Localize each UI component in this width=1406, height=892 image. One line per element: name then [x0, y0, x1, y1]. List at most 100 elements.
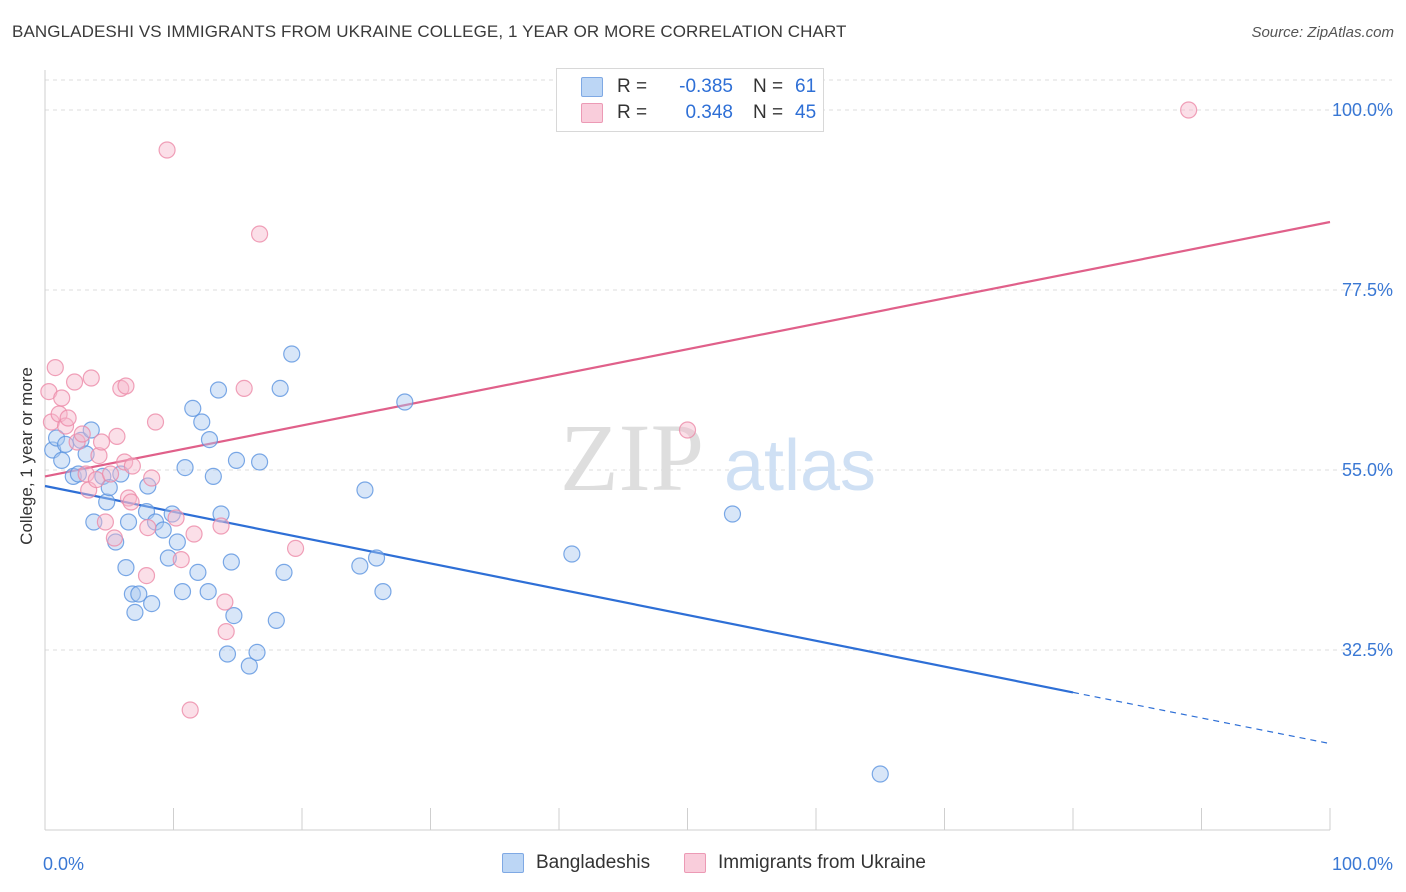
bangladeshi-point: [723, 505, 742, 523]
ukraine-point: [146, 413, 165, 431]
n-value: 61: [795, 76, 817, 97]
ukraine-point: [108, 427, 126, 445]
bangladeshi-point: [200, 431, 219, 449]
bangladeshi-point: [82, 421, 100, 439]
bottom-legend-bangladeshis: Bangladeshis: [502, 852, 650, 874]
y-axis-label: College, 1 year or more: [17, 367, 36, 545]
ukraine-point: [137, 566, 156, 585]
ukraine-point: [250, 225, 269, 243]
bangladeshi-point: [218, 645, 237, 663]
bangladeshi-trend-extension: [1072, 691, 1331, 745]
bangladeshi-point: [225, 606, 243, 625]
legend-swatch-pink: [581, 103, 603, 123]
ukraine-point: [117, 377, 135, 395]
ukraine-point: [53, 389, 71, 407]
bangladeshi-point: [173, 582, 192, 601]
n-label: N =: [753, 76, 784, 97]
bangladeshi-point: [199, 582, 217, 601]
bottom-legend-swatch-pink: [684, 853, 706, 873]
bangladeshi-point: [374, 582, 392, 601]
bangladeshi-point: [240, 657, 258, 675]
ukraine-point: [105, 529, 123, 547]
bangladeshi-point: [47, 429, 66, 447]
ukraine-point: [96, 513, 114, 531]
bangladeshi-point: [176, 459, 194, 477]
bangladeshi-point: [159, 549, 177, 567]
ukraine-point: [59, 409, 77, 427]
ukraine-point: [92, 433, 111, 451]
bottom-legend-swatch-blue: [502, 853, 524, 873]
data-points: [40, 101, 1198, 783]
bangladeshi-point: [356, 481, 374, 499]
bangladeshi-point: [396, 393, 414, 411]
legend-swatch-blue: [581, 77, 603, 97]
grid-lines: [45, 79, 1392, 651]
x-tick-label-min: 0.0%: [43, 854, 84, 874]
bangladeshi-point: [98, 493, 116, 511]
y-tick-label: 32.5%: [1342, 640, 1393, 660]
bangladeshi-point: [143, 594, 161, 613]
bangladeshi-point: [184, 399, 202, 417]
ukraine-point: [235, 379, 253, 397]
ukraine-point: [122, 493, 140, 511]
r-value: -0.385: [679, 76, 733, 97]
ukraine-point: [678, 421, 697, 439]
bangladeshi-point: [130, 585, 148, 603]
source-label: Source: ZipAtlas.com: [1251, 24, 1394, 41]
bangladeshi-point: [77, 445, 95, 463]
ukraine-point: [73, 425, 91, 443]
bangladeshi-point: [275, 563, 293, 582]
bangladeshi-point: [204, 467, 222, 485]
r-label: R =: [617, 76, 648, 97]
correlation-legend: R = -0.385 N = 61 R = 0.348 N = 45: [556, 68, 824, 132]
bangladeshi-point: [212, 505, 230, 523]
bangladeshi-point: [100, 479, 118, 497]
ukraine-point: [181, 701, 199, 719]
ukraine-point: [286, 539, 305, 558]
watermark: ZIP atlas: [560, 404, 876, 511]
ukraine-point: [212, 517, 230, 535]
ukraine-point: [82, 369, 100, 387]
chart-title: BANGLADESHI VS IMMIGRANTS FROM UKRAINE C…: [12, 22, 847, 41]
bangladeshi-point: [222, 553, 240, 571]
bangladeshi-point: [367, 549, 386, 567]
ukraine-trend-line: [44, 220, 1331, 478]
ukraine-point: [143, 469, 161, 487]
ukraine-point: [101, 465, 120, 483]
x-tick-label-max: 100.0%: [1332, 854, 1393, 874]
bangladeshi-point: [351, 557, 369, 575]
bangladeshi-point: [563, 545, 581, 563]
n-value: 45: [795, 102, 817, 123]
r-label: R =: [617, 102, 648, 123]
ukraine-point: [185, 525, 203, 543]
bangladeshi-point: [193, 413, 211, 431]
ukraine-point: [216, 593, 234, 611]
bottom-legend-ukraine: Immigrants from Ukraine: [684, 852, 926, 874]
ukraine-point: [116, 453, 134, 471]
bangladeshi-point: [248, 643, 266, 662]
watermark-zip: ZIP: [560, 404, 704, 511]
y-tick-label: 100.0%: [1332, 100, 1393, 120]
bangladeshi-point: [126, 603, 144, 622]
bottom-legend-label: Immigrants from Ukraine: [718, 852, 926, 873]
bangladeshi-point: [283, 345, 301, 363]
bangladeshi-point: [123, 585, 141, 603]
y-tick-label: 55.0%: [1342, 460, 1393, 480]
ukraine-point: [90, 447, 108, 465]
bangladeshi-point: [117, 558, 135, 577]
bangladeshi-point: [119, 513, 138, 531]
r-value: 0.348: [685, 102, 733, 123]
bangladeshi-trend-line: [44, 484, 1074, 694]
ukraine-point: [139, 518, 157, 537]
ukraine-point: [158, 141, 176, 159]
ukraine-point: [172, 550, 190, 569]
bangladeshi-point: [267, 611, 285, 630]
bottom-legend-label: Bangladeshis: [536, 852, 651, 873]
tick-labels: 32.5% 55.0% 77.5% 100.0% 0.0% 100.0%: [43, 100, 1393, 874]
bangladeshi-point: [871, 765, 889, 783]
bangladeshi-point: [209, 381, 228, 399]
ukraine-point: [46, 359, 64, 377]
legend-row-bangladeshis: R = -0.385 N = 61: [581, 75, 816, 99]
watermark-atlas: atlas: [724, 426, 876, 506]
